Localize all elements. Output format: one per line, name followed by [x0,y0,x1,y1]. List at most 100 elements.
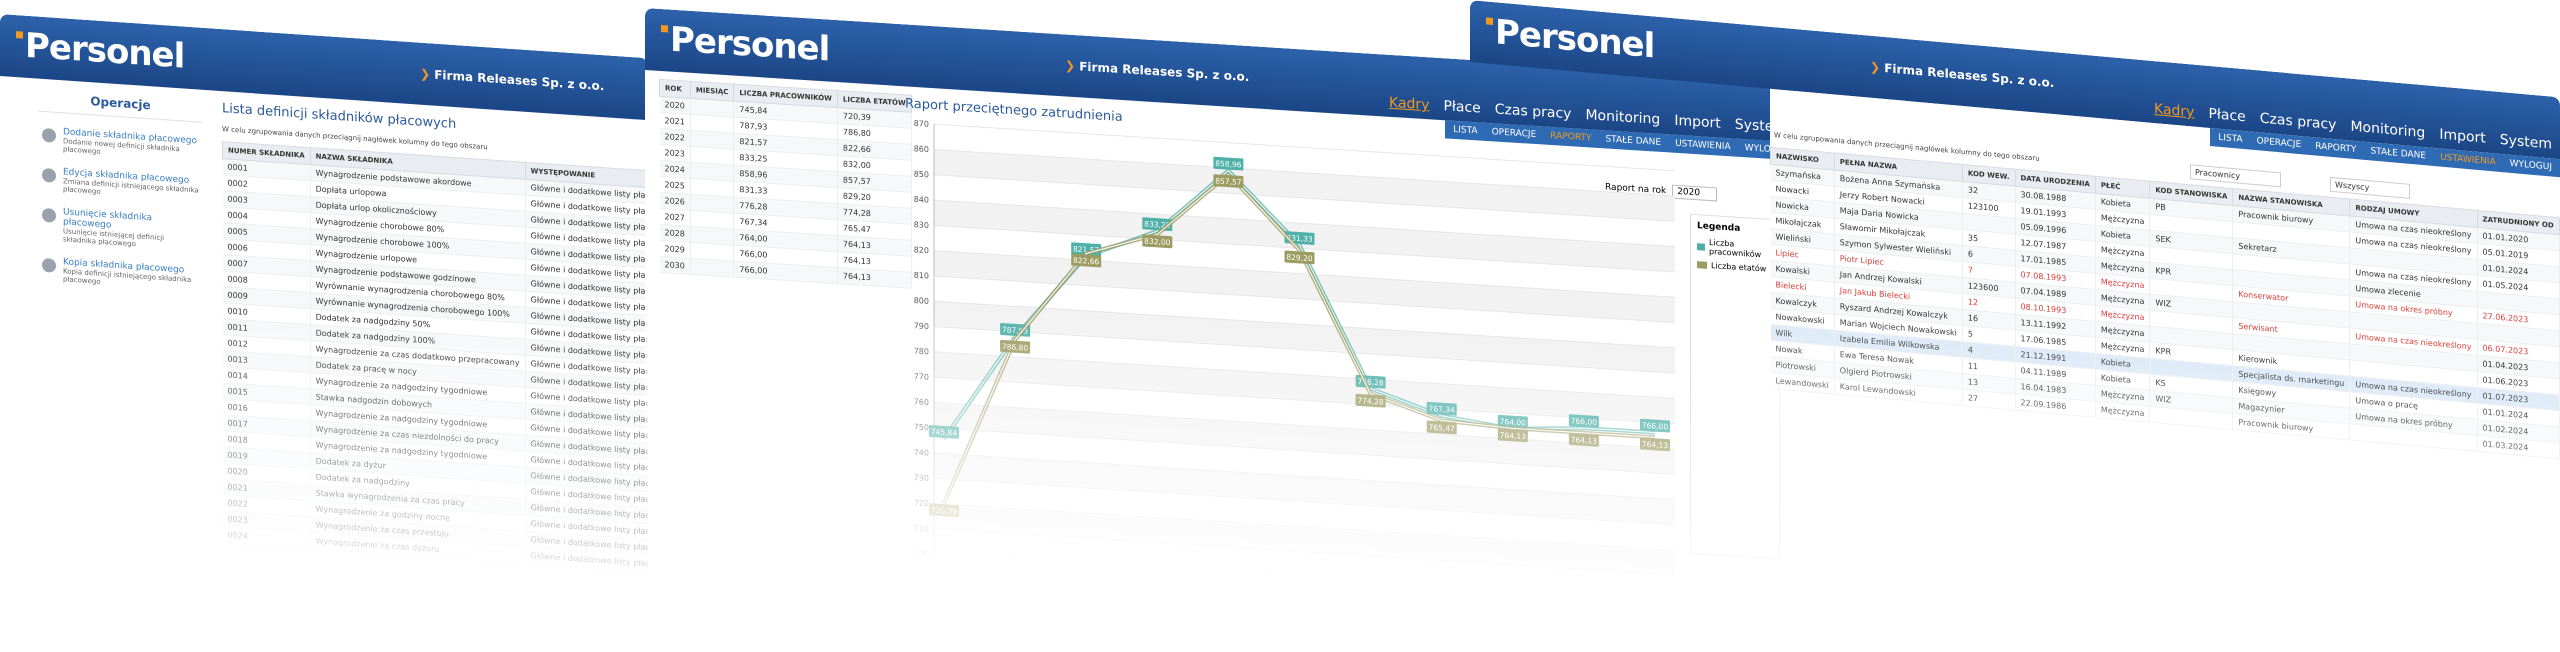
grid-line [934,326,1675,374]
y-tick-label: 840 [914,195,929,205]
value-label-box [1426,401,1457,416]
cell: 2024 [659,160,691,179]
chart: 700 710 720 730 740 750 760 770 780 790 800 810 820 8… [914,119,1675,602]
window-employees: Personel Firma Releases Sp. z o.o. Kadry… [1470,0,2560,643]
grid-line [934,275,1675,324]
cell: 2021 [659,112,691,131]
nav-item[interactable]: System [2499,131,2552,153]
y-tick-label: 870 [914,119,929,129]
value-label: 720,39 [931,505,957,516]
y-tick-label: 710 [914,524,929,534]
value-label: 745,84 [931,427,957,438]
value-label-box [1640,437,1670,452]
logo: Personel [661,19,829,70]
cell: 2030 [659,256,691,275]
value-label: 858,96 [1215,159,1241,170]
cell [690,258,734,278]
operation[interactable]: Usunięcie składnika płacowego Usunięcie i… [42,206,199,253]
components-table: NUMER SKŁADNIKA NAZWA SKŁADNIKA WYSTĘPOWAN… [222,141,656,573]
operation[interactable]: Edycja składnika płacowego Zmiana definic… [42,166,199,203]
cell: 2022 [659,128,691,147]
cell: 2020 [659,96,691,115]
series-line-inner [943,173,1655,504]
operation-icon [42,207,56,223]
grid-line [934,174,1675,222]
subnav-item[interactable]: STAŁE DANE [2370,146,2427,162]
value-label: 786,80 [1002,342,1028,353]
nav-item[interactable]: Czas pracy [2259,110,2337,134]
y-tick-label: 850 [914,170,929,180]
value-label: 764,13 [1571,435,1597,446]
value-label: 774,28 [1357,396,1383,407]
grid-line [934,250,1675,298]
cell: 2027 [659,208,691,227]
value-label-box [1497,428,1528,443]
y-tick-label: 760 [914,397,929,407]
content: LISTA OPERACJE RAPORTY STAŁE DANE USTAWIENIA… [1770,88,2560,643]
filter[interactable]: Wszyscy [2330,176,2411,199]
value-label: 787,93 [1002,325,1028,336]
value-label: 766,00 [1642,421,1668,432]
subnav-item[interactable]: RAPORTY [2315,141,2357,156]
sidebar: Operacje Dodanie składnika płacowego Doda… [38,78,203,293]
value-label: 764,00 [1500,417,1526,428]
subnav-item[interactable]: USTAWIENIA [2440,152,2496,168]
value-label: 833,25 [1144,219,1170,230]
y-tick-label: 820 [914,245,929,255]
operation-icon [42,257,56,273]
y-tick-label: 720 [914,498,929,508]
company: Firma Releases Sp. z o.o. [1065,58,1249,84]
value-label: 831,33 [1286,233,1312,244]
value-label: 829,20 [1286,253,1312,264]
operation-text: Edycja składnika płacowego Zmiana definic… [63,167,199,202]
value-label-box [1568,414,1599,429]
cell: 2028 [659,224,691,243]
grid-line [934,452,1675,501]
cell: 2029 [659,240,691,259]
value-label: 832,00 [1144,237,1170,248]
value-label-box [1640,418,1670,433]
nav-item[interactable]: Import [2439,126,2486,147]
nav-item[interactable]: Kadry [1389,94,1430,114]
grid-band [934,250,1675,323]
operation-text: Kopia składnika płacowego Kopia definicji… [63,257,199,292]
grid-band [934,301,1675,374]
grid-line [934,427,1675,475]
operation-icon [42,127,56,143]
value-label-box [1142,234,1173,249]
value-label-box [929,503,959,518]
cell: 2023 [659,144,691,163]
value-label-box [1355,393,1386,408]
nav-item[interactable]: Monitoring [2350,118,2426,142]
subnav-item[interactable]: LISTA [2218,132,2243,145]
value-label: 764,13 [1642,440,1668,451]
grid-line [934,553,1675,602]
grid-line [934,401,1675,450]
subnav-item[interactable]: WYLOGUJ [2509,158,2552,173]
grid-line [934,351,1675,399]
value-label-box [929,424,959,439]
filter[interactable]: Pracownicy [2190,164,2282,188]
value-label-box [1213,156,1244,171]
subnav-item[interactable]: OPERACJE [2256,136,2302,151]
value-label: 766,00 [1571,416,1597,427]
value-label: 776,28 [1357,377,1383,388]
nav-item[interactable]: Płace [2208,105,2246,126]
operation[interactable]: Kopia składnika płacowego Kopia definicji… [42,256,199,293]
y-tick-label: 730 [914,473,929,483]
nav-item[interactable]: Kadry [2154,101,2195,121]
grid-line [934,224,1675,273]
operation[interactable]: Dodanie składnika płacowego Dodanie nowej… [42,126,199,163]
grid-band [934,453,1675,525]
column-header[interactable]: ROK [659,79,691,99]
value-label: 857,57 [1215,176,1241,187]
operation-text: Dodanie składnika płacowego Dodanie nowej… [63,127,199,162]
y-tick-label: 700 [914,549,929,559]
grid-band [934,503,1675,576]
grid-band [934,149,1675,222]
y-tick-label: 780 [914,347,929,357]
operation-icon [42,167,56,183]
grid-line [934,528,1675,577]
y-tick-label: 750 [914,422,929,432]
